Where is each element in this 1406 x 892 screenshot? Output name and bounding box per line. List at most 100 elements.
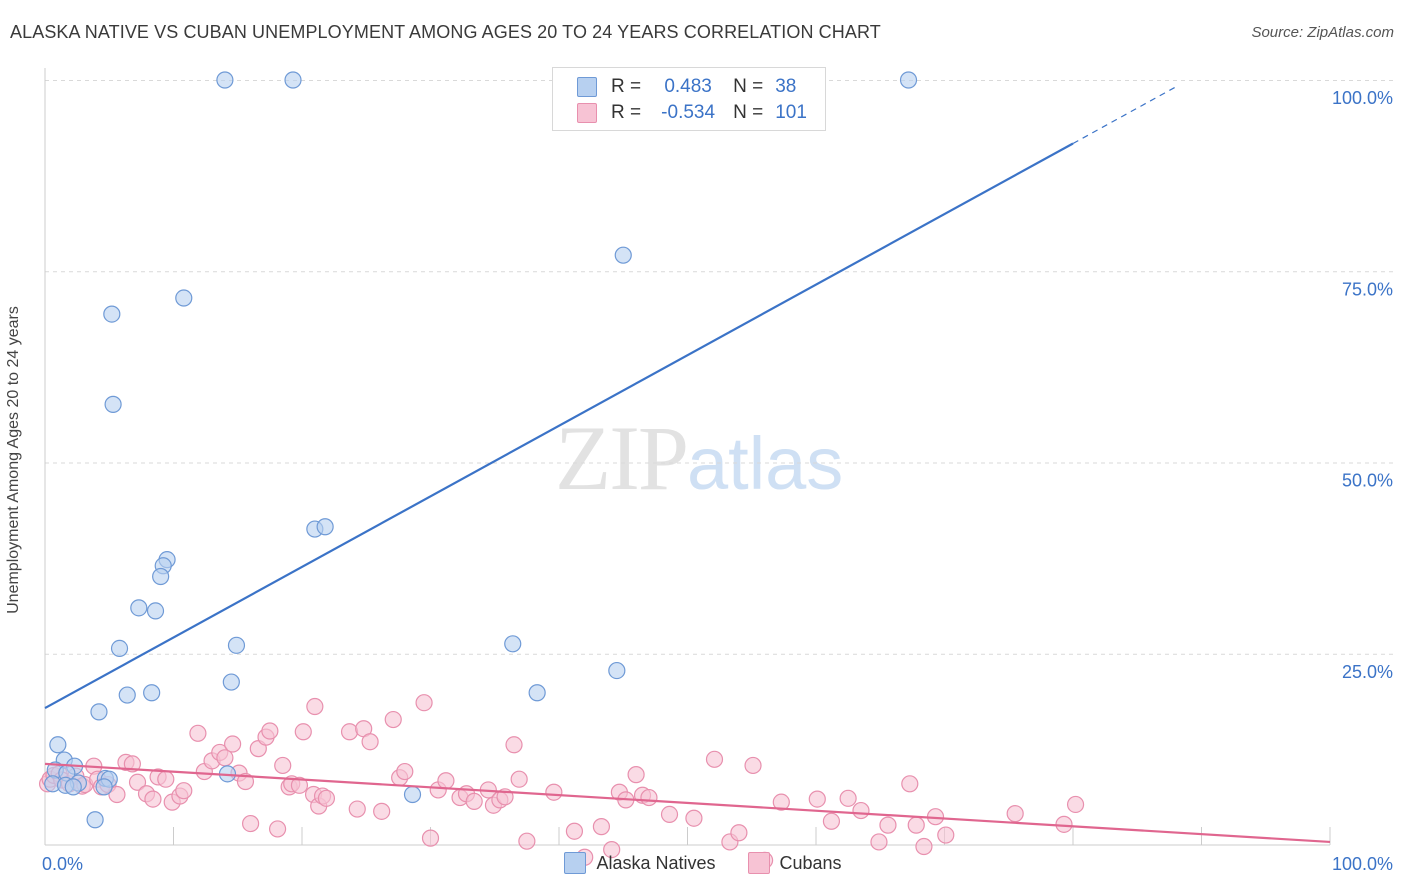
- cuban-point: [744, 756, 762, 775]
- chart-title: ALASKA NATIVE VS CUBAN UNEMPLOYMENT AMON…: [10, 22, 881, 42]
- legend-label: Cubans: [779, 852, 842, 873]
- cuban-point: [518, 832, 536, 850]
- cuban-trendline: [44, 762, 1331, 844]
- legend-n-label: N =: [733, 102, 764, 123]
- legend-item-alaska-natives[interactable]: Alaska Natives: [564, 852, 716, 874]
- alaska-native-point: [86, 811, 104, 829]
- cuban-point: [839, 789, 857, 807]
- cuban-point: [189, 724, 207, 742]
- alaska-native-point: [608, 661, 626, 680]
- legend-n-value: 38: [775, 76, 797, 97]
- cuban-point: [373, 802, 391, 820]
- legend-r-value: 0.483: [664, 76, 712, 97]
- cuban-point: [340, 723, 359, 741]
- alaska-native-point: [284, 71, 302, 89]
- cuban-point: [396, 762, 414, 781]
- cuban-point: [242, 814, 260, 833]
- alaska-native-point: [216, 71, 234, 89]
- cuban-point: [236, 772, 255, 791]
- cuban-point: [224, 735, 242, 753]
- cuban-point: [822, 812, 841, 830]
- alaska-native-point: [899, 71, 918, 89]
- legend-swatch-pink: [577, 103, 597, 123]
- alaska-native-point: [504, 635, 522, 653]
- legend-label: Alaska Natives: [596, 852, 716, 873]
- watermark: ZIPatlas: [555, 405, 843, 511]
- cuban-point: [465, 792, 483, 810]
- cuban-point: [274, 756, 292, 775]
- x-tick-label: 100.0%: [1332, 854, 1393, 874]
- cuban-point: [1055, 815, 1073, 833]
- legend-row-cubans: R = -0.534 N = 101: [577, 101, 807, 125]
- cuban-point: [268, 820, 287, 838]
- cuban-point: [108, 785, 126, 804]
- cuban-point: [361, 733, 379, 751]
- cuban-point: [157, 770, 175, 788]
- alaska-native-point: [103, 305, 121, 323]
- cuban-point: [915, 837, 933, 856]
- cuban-point: [415, 694, 433, 712]
- alaska-native-point: [403, 785, 422, 804]
- cuban-point: [545, 783, 563, 801]
- alaska-native-point: [118, 686, 136, 704]
- x-tick-label: 0.0%: [42, 854, 83, 874]
- alaska-native-point: [143, 684, 161, 702]
- alaska-native-point: [110, 639, 129, 657]
- legend-row-alaska: R = 0.483 N = 38: [577, 75, 796, 99]
- alaska-native-point: [175, 289, 193, 307]
- legend-swatch-blue: [564, 852, 587, 874]
- alaska-native-point: [152, 567, 170, 586]
- legend-swatch-pink: [747, 852, 770, 874]
- alaska-native-point: [104, 395, 122, 413]
- cuban-point: [1006, 805, 1024, 823]
- alaska-native-point: [90, 703, 108, 721]
- series-legend: Alaska Natives Cubans: [0, 852, 1406, 874]
- cuban-point: [175, 782, 193, 800]
- cuban-point: [510, 770, 528, 788]
- alaska-native-point: [614, 246, 632, 264]
- correlation-legend: R = 0.483 N = 38 R = -0.534 N = 101: [552, 67, 826, 131]
- alaska-native-point: [146, 602, 165, 620]
- legend-n-value: 101: [775, 102, 807, 123]
- alaska-native-trendline: [44, 142, 1074, 710]
- cuban-point: [294, 723, 312, 741]
- cuban-point: [128, 773, 147, 791]
- legend-r-value: -0.534: [661, 102, 716, 123]
- cuban-point: [852, 801, 870, 820]
- legend-r-label: R =: [611, 76, 642, 97]
- y-tick-label: 25.0%: [1342, 662, 1393, 682]
- legend-item-cubans[interactable]: Cubans: [747, 852, 842, 874]
- legend-n-label: N =: [733, 76, 764, 97]
- cuban-point: [870, 833, 888, 851]
- cuban-point: [808, 790, 826, 808]
- cuban-point: [603, 840, 621, 859]
- alaska-native-point: [64, 778, 82, 796]
- cuban-point: [384, 710, 402, 729]
- alaska-native-point: [227, 636, 246, 654]
- alaska-native-point: [316, 518, 334, 536]
- y-tick-label: 75.0%: [1342, 279, 1393, 299]
- alaska-native-point: [49, 736, 67, 754]
- cuban-point: [592, 818, 611, 836]
- cuban-point: [660, 805, 679, 824]
- cuban-point: [901, 775, 919, 793]
- cuban-point: [1066, 795, 1085, 814]
- alaska-native-point: [130, 599, 148, 617]
- cuban-point: [627, 766, 645, 784]
- cuban-point: [907, 816, 925, 834]
- cuban-point: [730, 824, 748, 842]
- cuban-point: [505, 736, 523, 754]
- alaska-native-point: [95, 778, 113, 796]
- watermark-zip: ZIP: [555, 407, 689, 509]
- cuban-point: [317, 789, 336, 807]
- cuban-point: [437, 772, 455, 790]
- cuban-point: [290, 776, 309, 794]
- legend-swatch-blue: [577, 77, 597, 97]
- y-tick-label: 50.0%: [1342, 471, 1393, 491]
- cuban-point: [772, 793, 790, 811]
- source-credit: Source: ZipAtlas.com: [1251, 24, 1394, 41]
- cuban-point: [705, 750, 724, 768]
- cuban-point: [685, 809, 703, 827]
- cuban-point: [348, 800, 366, 818]
